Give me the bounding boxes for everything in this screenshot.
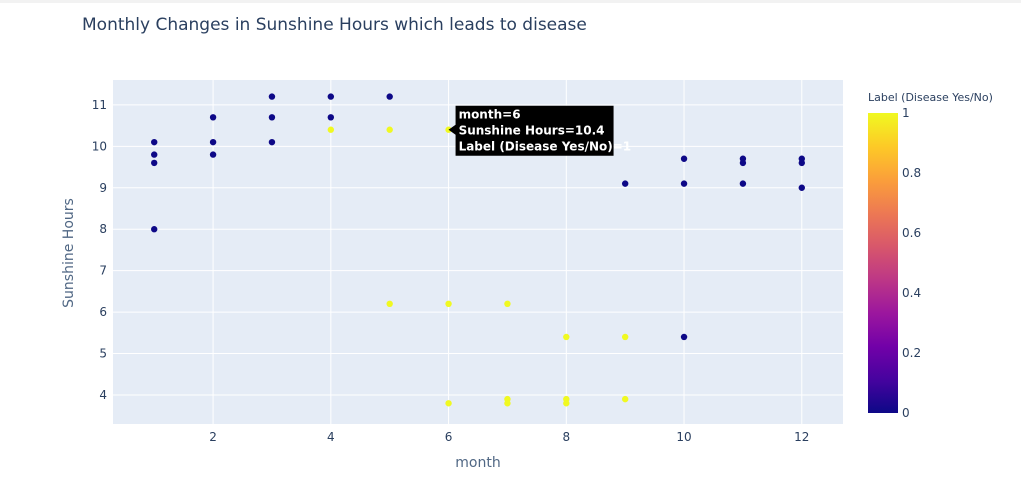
data-point[interactable]	[621, 395, 629, 403]
y-axis-title: Sunshine Hours	[61, 198, 77, 308]
colorbar-title: Label (Disease Yes/No)	[868, 91, 993, 104]
data-point[interactable]	[504, 400, 511, 407]
y-tick-label: 8	[99, 222, 107, 236]
data-point[interactable]	[209, 138, 217, 146]
data-points	[151, 93, 805, 407]
y-tick-label: 11	[92, 98, 107, 112]
data-point[interactable]	[268, 93, 276, 100]
data-point[interactable]	[621, 180, 629, 187]
data-point[interactable]	[151, 226, 158, 233]
colorbar-tick-label: 0.2	[902, 346, 921, 360]
x-axis-title: month	[455, 455, 500, 471]
data-point[interactable]	[151, 138, 158, 146]
data-point[interactable]	[327, 93, 335, 100]
data-point[interactable]	[151, 159, 158, 167]
data-point[interactable]	[151, 151, 158, 158]
colorbar-tick-label: 1	[902, 106, 910, 120]
data-point[interactable]	[798, 159, 805, 167]
y-tick-label: 4	[99, 388, 107, 402]
modebar-strip	[0, 0, 1021, 3]
data-point[interactable]	[563, 400, 570, 407]
x-tick-label: 6	[445, 430, 453, 444]
x-tick-label: 2	[209, 430, 217, 444]
data-point[interactable]	[563, 333, 570, 341]
colorbar-tick-label: 0.6	[902, 226, 921, 240]
data-point[interactable]	[445, 300, 452, 308]
x-tick-label: 10	[676, 430, 691, 444]
data-point[interactable]	[798, 184, 805, 191]
data-point[interactable]	[327, 126, 335, 133]
data-point[interactable]	[680, 155, 688, 162]
data-point[interactable]	[327, 114, 335, 121]
chart-title: Monthly Changes in Sunshine Hours which …	[82, 15, 587, 35]
x-axis-ticks: 2 4 6 8 10 12	[209, 430, 809, 444]
y-tick-label: 9	[99, 181, 107, 195]
tooltip-line: Label (Disease Yes/No)=1	[459, 140, 632, 154]
data-point[interactable]	[268, 138, 276, 146]
tooltip-line: Sunshine Hours=10.4	[459, 124, 605, 138]
data-point[interactable]	[386, 126, 393, 133]
colorbar-ticks: 0 0.2 0.4 0.6 0.8 1	[902, 106, 921, 420]
y-tick-label: 7	[99, 264, 107, 278]
colorbar-tick-label: 0	[902, 406, 910, 420]
data-point[interactable]	[739, 159, 747, 167]
colorbar	[868, 113, 898, 413]
data-point[interactable]	[680, 333, 688, 341]
data-point[interactable]	[739, 180, 747, 187]
y-axis-ticks: 4 5 6 7 8 9 10 11	[92, 98, 107, 402]
tooltip-box	[448, 105, 614, 156]
x-tick-label: 12	[794, 430, 809, 444]
y-tick-label: 10	[92, 139, 107, 153]
data-point[interactable]	[445, 400, 452, 407]
data-point[interactable]	[621, 333, 629, 341]
y-tick-label: 5	[99, 347, 107, 361]
data-point[interactable]	[209, 114, 217, 121]
x-tick-label: 4	[327, 430, 335, 444]
data-point[interactable]	[504, 300, 511, 308]
tooltip-line: month=6	[459, 108, 521, 122]
data-point[interactable]	[268, 114, 276, 121]
y-tick-label: 6	[99, 305, 107, 319]
colorbar-tick-label: 0.8	[902, 166, 921, 180]
data-point[interactable]	[680, 180, 688, 187]
x-tick-label: 8	[562, 430, 570, 444]
data-point[interactable]	[386, 93, 393, 100]
hover-tooltip: month=6 Sunshine Hours=10.4 Label (Disease…	[448, 105, 632, 156]
grid-lines	[113, 80, 843, 424]
data-point[interactable]	[386, 300, 393, 308]
colorbar-tick-label: 0.4	[902, 286, 921, 300]
data-point[interactable]	[209, 151, 217, 158]
